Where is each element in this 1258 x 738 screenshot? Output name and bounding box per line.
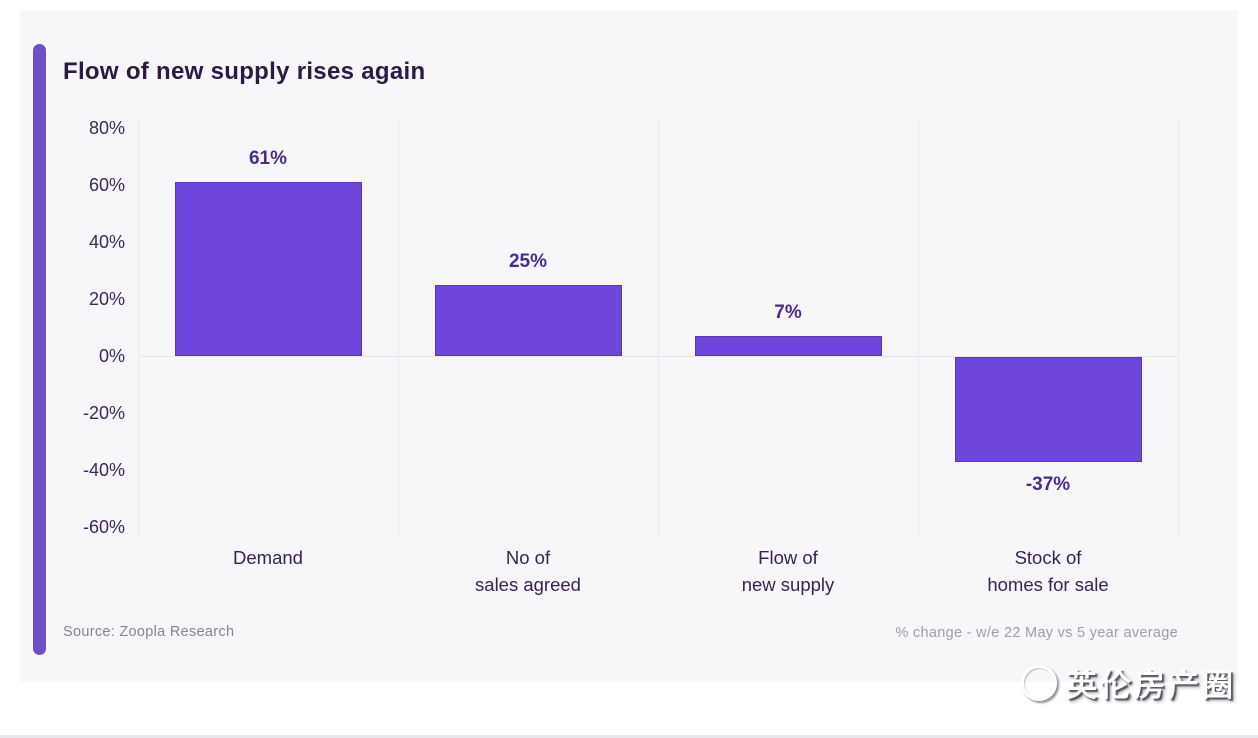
plot-area: 61% 25% 7% -37%	[138, 114, 1179, 546]
y-axis: 80% 60% 40% 20% 0% -20% -40% -60%	[55, 114, 125, 546]
vertical-gridline	[398, 118, 399, 536]
y-tick-label: 40%	[88, 232, 125, 252]
vertical-gridline	[918, 118, 919, 536]
bottom-strip	[0, 735, 1258, 738]
y-tick-label: -60%	[82, 517, 125, 537]
bar-value-label: 25%	[508, 250, 548, 272]
bar-value-label: 7%	[774, 302, 802, 324]
category-label: Flow of new supply	[658, 544, 918, 598]
y-tick-label: 80%	[88, 118, 125, 138]
bar	[954, 357, 1142, 463]
bar	[174, 182, 362, 356]
bar	[434, 284, 622, 356]
category-label-line: Stock of	[1014, 547, 1082, 568]
footnote: % change - w/e 22 May vs 5 year average	[895, 625, 1178, 641]
category-label: Demand	[138, 544, 398, 571]
category-label-line: homes for sale	[987, 574, 1109, 595]
vertical-gridline	[1178, 118, 1179, 536]
y-tick-label: 0%	[98, 346, 125, 366]
category-label-line: Demand	[233, 547, 303, 568]
y-tick-label: -40%	[82, 460, 125, 480]
category-label-line: Flow of	[758, 547, 818, 568]
watermark-text: 英伦房产圈	[1066, 668, 1236, 703]
category-label-line: sales agreed	[475, 574, 581, 595]
y-tick-label: 60%	[88, 175, 125, 195]
watermark: 英伦房产圈	[1021, 660, 1236, 705]
watermark-logo-icon	[1021, 664, 1057, 701]
category-label: No of sales agreed	[398, 544, 658, 598]
zero-gridline	[138, 356, 1178, 357]
vertical-gridline	[658, 118, 659, 536]
chart-title: Flow of new supply rises again	[63, 58, 426, 85]
y-tick-label: 20%	[88, 289, 125, 309]
category-label: Stock of homes for sale	[918, 544, 1178, 598]
accent-bar	[33, 44, 46, 655]
x-axis: Demand No of sales agreed Flow of new supply…	[138, 544, 1178, 606]
bar-value-label: -37%	[1025, 474, 1071, 496]
category-label-line: new supply	[741, 574, 835, 595]
y-tick-label: -20%	[82, 403, 125, 423]
bar-value-label: 61%	[248, 148, 288, 170]
bar	[694, 336, 882, 356]
category-label-line: No of	[505, 547, 551, 568]
source-note: Source: Zoopla Research	[63, 624, 235, 640]
vertical-gridline	[138, 118, 139, 536]
